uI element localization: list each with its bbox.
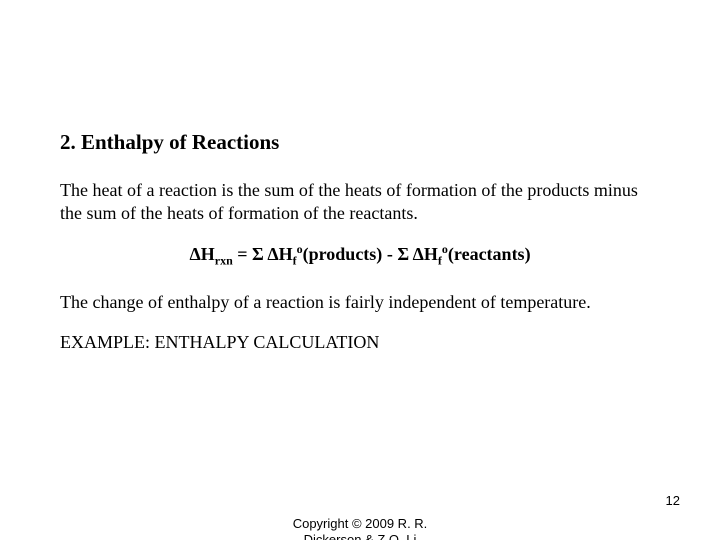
copyright-block: Copyright © 2009 R. R. Dickerson & Z.Q. … (293, 516, 428, 540)
intro-paragraph: The heat of a reaction is the sum of the… (60, 179, 660, 224)
example-heading: EXAMPLE: ENTHALPY CALCULATION (60, 331, 660, 354)
eq-delta-3: Δ (413, 244, 424, 264)
eq-products: (products) (303, 244, 383, 264)
page-number: 12 (666, 493, 680, 508)
section-heading: 2. Enthalpy of Reactions (60, 130, 660, 155)
eq-H-2: H (279, 244, 293, 264)
eq-delta: Δ (189, 244, 200, 264)
slide: 2. Enthalpy of Reactions The heat of a r… (0, 0, 720, 540)
eq-H-3: H (424, 244, 438, 264)
eq-delta-2: Δ (267, 244, 278, 264)
copyright-line-2: Dickerson & Z.Q. Li (293, 532, 428, 540)
eq-H: H (201, 244, 215, 264)
temperature-paragraph: The change of enthalpy of a reaction is … (60, 291, 660, 314)
enthalpy-equation: ΔHrxn = Σ ΔHfo(products) - Σ ΔHfo(reacta… (60, 242, 660, 269)
eq-minus: - (382, 244, 397, 264)
eq-sigma-2: Σ (397, 244, 409, 264)
eq-equals: = (233, 244, 252, 264)
eq-reactants: (reactants) (448, 244, 531, 264)
copyright-line-1: Copyright © 2009 R. R. (293, 516, 428, 532)
eq-sub-rxn: rxn (215, 254, 233, 268)
eq-sigma-1: Σ (252, 244, 264, 264)
